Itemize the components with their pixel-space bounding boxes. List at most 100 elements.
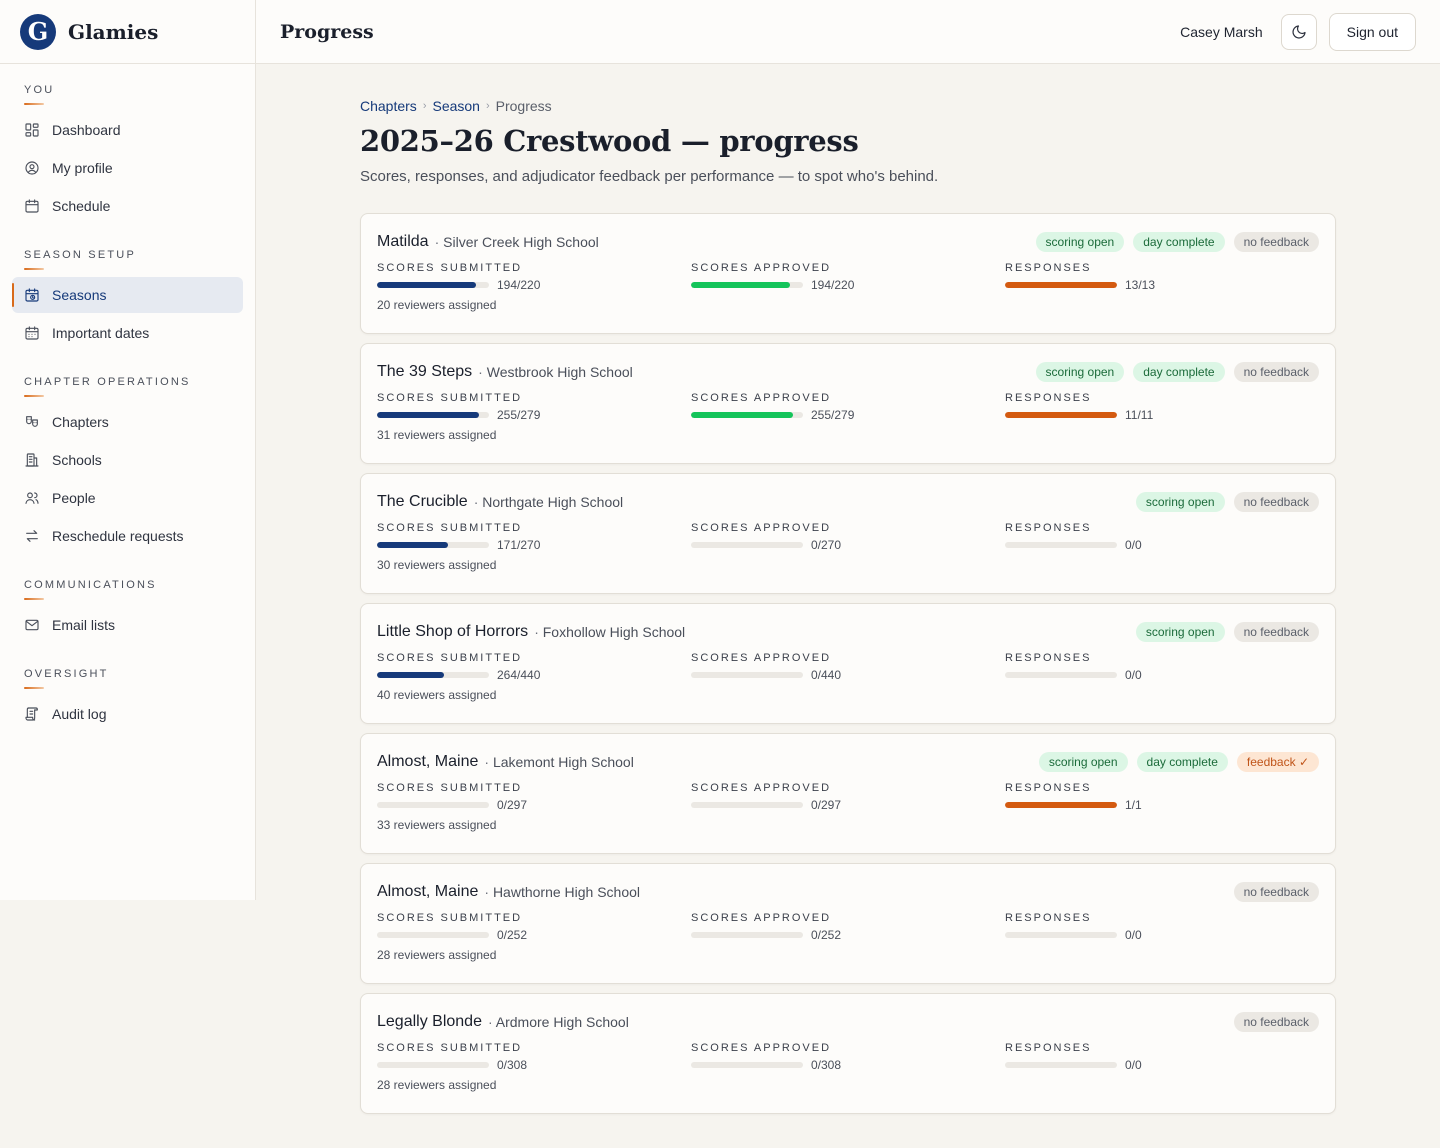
metric-approved: Scores approved 0/440 [691, 652, 1005, 702]
metric-value: 0/252 [497, 928, 528, 942]
sign-out-button[interactable]: Sign out [1328, 12, 1416, 51]
sidebar-item-email-lists[interactable]: Email lists [12, 607, 243, 643]
performance-title[interactable]: Almost, Maine [377, 753, 479, 770]
progress-fill [691, 282, 790, 288]
user-circle-icon [25, 161, 39, 175]
reviewers-count: 20 reviewers assigned [377, 298, 497, 312]
metric-label: Scores submitted [377, 782, 523, 794]
badge-group: no feedback [1225, 1012, 1319, 1032]
swap-arrows-icon [26, 530, 38, 542]
metric-label: Scores approved [691, 652, 832, 664]
breadcrumb: Chapters › Season › Progress [360, 96, 1336, 116]
performance-card[interactable]: Almost, Maine Lakemont High School scoring… [360, 733, 1336, 854]
progress-bar [1005, 1062, 1117, 1068]
progress-bar [1005, 672, 1117, 678]
status-badge: no feedback [1233, 1012, 1319, 1032]
badge-group: no feedback [1225, 882, 1319, 902]
status-badge: no feedback [1233, 232, 1319, 252]
metric-value: 0/0 [1125, 1058, 1142, 1072]
sidebar: G Glamies You Dashboard My profile Schedule… [0, 0, 256, 900]
breadcrumb-chapters[interactable]: Chapters [360, 98, 417, 114]
user-name: Casey Marsh [1180, 23, 1263, 40]
progress-fill [1005, 282, 1117, 288]
performance-title[interactable]: The Crucible [377, 493, 468, 510]
status-badge: scoring open [1035, 232, 1125, 252]
calendar-clock-icon [25, 288, 39, 302]
metric-value: 194/220 [497, 278, 541, 292]
sidebar-item-label: Reschedule requests [52, 528, 184, 544]
performance-title[interactable]: Matilda [377, 233, 429, 250]
sidebar-item-label: Audit log [52, 706, 107, 722]
school-name: Northgate High School [474, 494, 623, 510]
breadcrumb-separator: › [422, 100, 427, 112]
progress-bar [691, 672, 803, 678]
performance-title[interactable]: The 39 Steps [377, 363, 473, 380]
metric-label: Scores submitted [377, 652, 523, 664]
progress-bar [691, 802, 803, 808]
progress-bar [1005, 282, 1117, 288]
scroll-icon [25, 707, 38, 721]
brand[interactable]: G Glamies [0, 0, 255, 64]
performance-title[interactable]: Legally Blonde [377, 1013, 482, 1030]
sidebar-item-reschedule-requests[interactable]: Reschedule requests [12, 518, 243, 554]
metric-value: 1/1 [1125, 798, 1142, 812]
performance-card[interactable]: Matilda Silver Creek High School scoring o… [360, 213, 1336, 334]
theater-icon [26, 416, 38, 427]
theme-toggle-button[interactable] [1280, 13, 1317, 50]
badge-group: scoring open day complete feedback ✓ [1030, 752, 1319, 772]
sidebar-item-seasons[interactable]: Seasons [12, 277, 243, 313]
breadcrumb-season[interactable]: Season [432, 98, 480, 114]
performance-title[interactable]: Almost, Maine [377, 883, 479, 900]
metric-submitted: Scores submitted 194/220 20 reviewers assi… [377, 262, 691, 312]
metric-value: 0/308 [811, 1058, 842, 1072]
mail-icon [25, 619, 39, 631]
progress-bar [377, 802, 489, 808]
performance-card[interactable]: Legally Blonde Ardmore High School no feed… [360, 993, 1336, 1114]
sidebar-item-dashboard[interactable]: Dashboard [12, 112, 243, 148]
metric-label: Responses [1005, 392, 1092, 404]
performance-card[interactable]: The 39 Steps Westbrook High School scoring… [360, 343, 1336, 464]
sidebar-item-audit-log[interactable]: Audit log [12, 696, 243, 732]
sidebar-item-people[interactable]: People [12, 480, 243, 516]
metric-value: 0/0 [1125, 928, 1142, 942]
metric-submitted: Scores submitted 0/297 33 reviewers assign… [377, 782, 691, 832]
progress-bar [377, 1062, 489, 1068]
page-subtitle: Scores, responses, and adjudicator feedb… [360, 168, 939, 185]
progress-fill [691, 412, 794, 418]
status-badge: no feedback [1233, 882, 1319, 902]
performance-card[interactable]: The Crucible Northgate High School scoring… [360, 473, 1336, 594]
performance-card[interactable]: Almost, Maine Hawthorne High School no fee… [360, 863, 1336, 984]
status-badge: scoring open [1035, 362, 1125, 382]
sidebar-item-schedule[interactable]: Schedule [12, 188, 243, 224]
sidebar-item-label: Chapters [52, 414, 109, 430]
sidebar-item-chapters[interactable]: Chapters [12, 404, 243, 440]
moon-icon [1292, 24, 1306, 39]
school-name: Westbrook High School [478, 364, 633, 380]
building-icon [25, 453, 39, 467]
progress-bar [691, 1062, 803, 1068]
sidebar-item-my-profile[interactable]: My profile [12, 150, 243, 186]
section-label: Chapter operations [12, 375, 243, 397]
status-badge: day complete [1133, 362, 1225, 382]
school-name: Foxhollow High School [534, 624, 685, 640]
progress-bar [377, 412, 489, 418]
progress-fill [1005, 412, 1117, 418]
performance-title[interactable]: Little Shop of Horrors [377, 623, 529, 640]
metric-value: 0/0 [1125, 668, 1142, 682]
status-badge: scoring open [1135, 622, 1225, 642]
sidebar-item-schools[interactable]: Schools [12, 442, 243, 478]
calendar-grid-icon [25, 326, 39, 340]
progress-bar [691, 542, 803, 548]
nav-section-communications: Communications Email lists [0, 578, 255, 643]
sidebar-item-label: My profile [52, 160, 113, 176]
sidebar-item-important-dates[interactable]: Important dates [12, 315, 243, 351]
sidebar-item-label: Schools [52, 452, 102, 468]
metric-submitted: Scores submitted 0/308 28 reviewers assign… [377, 1042, 691, 1092]
metric-label: Responses [1005, 782, 1092, 794]
metric-submitted: Scores submitted 0/252 28 reviewers assign… [377, 912, 691, 962]
sidebar-item-label: Schedule [52, 198, 111, 214]
school-name: Ardmore High School [488, 1014, 629, 1030]
metric-value: 0/297 [497, 798, 528, 812]
metric-value: 0/0 [1125, 538, 1142, 552]
performance-card[interactable]: Little Shop of Horrors Foxhollow High Sch… [360, 603, 1336, 724]
